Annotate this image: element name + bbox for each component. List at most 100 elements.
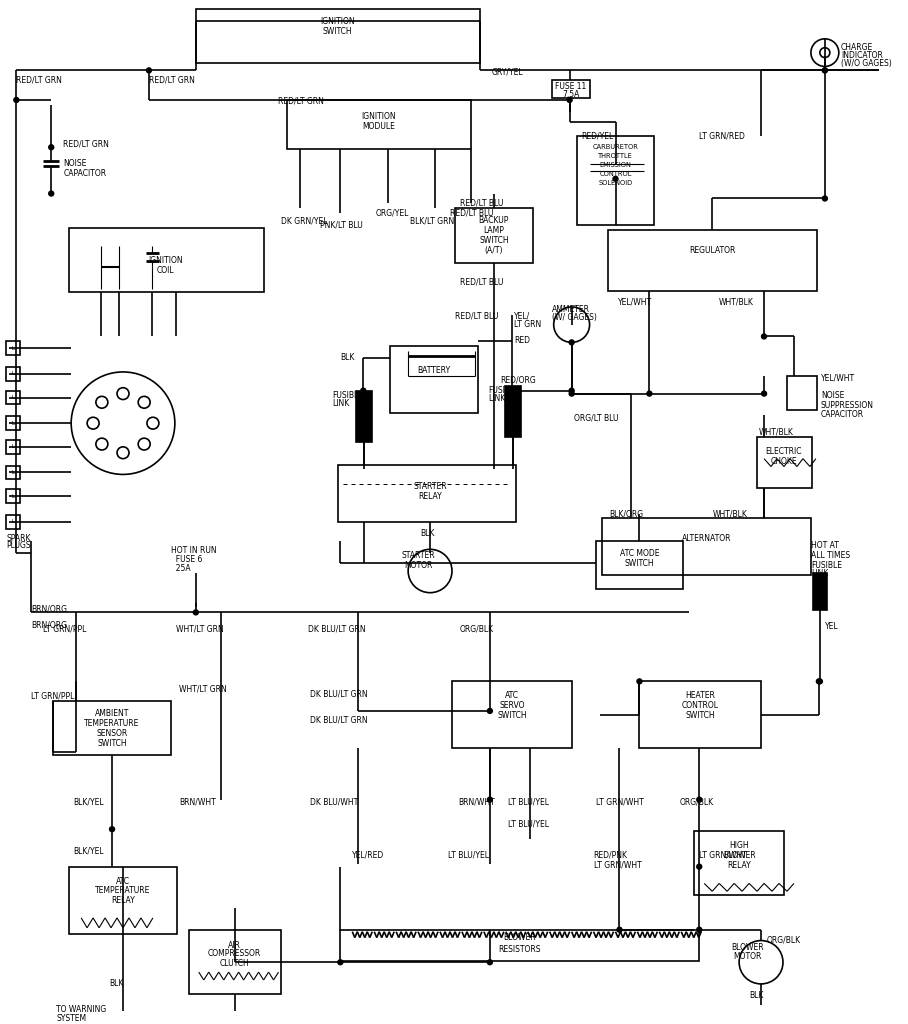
Text: RED/YEL: RED/YEL [582, 131, 614, 140]
Text: IGNITION: IGNITION [149, 256, 183, 264]
Circle shape [646, 391, 652, 396]
Circle shape [338, 959, 343, 965]
Text: IGNITION: IGNITION [320, 17, 355, 27]
Text: IGNITION: IGNITION [360, 112, 396, 121]
Bar [505, 386, 521, 437]
Text: HOT IN RUN: HOT IN RUN [171, 547, 216, 555]
Text: BLK: BLK [749, 991, 764, 999]
Bar [287, 100, 471, 150]
Circle shape [117, 388, 129, 399]
Circle shape [360, 388, 366, 393]
Text: GRY/YEL: GRY/YEL [492, 68, 524, 77]
Text: HIGH: HIGH [729, 841, 749, 850]
Text: SOLENOID: SOLENOID [598, 180, 633, 185]
Text: MODULE: MODULE [361, 122, 395, 131]
Circle shape [568, 97, 572, 102]
Bar [601, 518, 811, 574]
Bar [6, 515, 20, 528]
Text: SERVO: SERVO [499, 701, 525, 710]
Circle shape [696, 797, 702, 802]
Text: L: L [12, 395, 15, 400]
Text: RELAY: RELAY [419, 493, 442, 501]
Bar [196, 9, 480, 63]
Bar [639, 681, 761, 749]
Text: SWITCH: SWITCH [625, 559, 655, 568]
Text: STARTER: STARTER [401, 551, 435, 560]
Circle shape [823, 68, 827, 73]
Bar [6, 440, 20, 454]
Text: RED/LT GRN: RED/LT GRN [149, 76, 195, 84]
Text: BLOWER: BLOWER [723, 851, 755, 860]
Text: TO WARNING: TO WARNING [56, 1005, 106, 1014]
Text: STARTER: STARTER [413, 482, 447, 492]
Text: L: L [12, 372, 15, 377]
Circle shape [569, 391, 574, 396]
Text: L: L [12, 421, 15, 426]
Text: YEL/WHT: YEL/WHT [821, 374, 855, 383]
Text: DK GRN/YEL: DK GRN/YEL [281, 216, 327, 225]
Text: RED/LT GRN: RED/LT GRN [64, 139, 109, 148]
Text: CONTROL: CONTROL [682, 701, 719, 710]
Text: LINK: LINK [811, 569, 828, 578]
Circle shape [617, 928, 622, 932]
Bar [787, 376, 817, 411]
Text: COMPRESSOR: COMPRESSOR [208, 949, 262, 958]
Text: RED/LT BLU: RED/LT BLU [450, 208, 493, 217]
Text: ALL TIMES: ALL TIMES [811, 551, 850, 560]
Bar [6, 341, 20, 355]
Text: RELAY: RELAY [727, 861, 751, 869]
Text: YEL/: YEL/ [514, 312, 530, 321]
Text: FUSIBLE: FUSIBLE [488, 386, 518, 394]
Text: HEATER: HEATER [686, 691, 716, 700]
Text: BLOWER: BLOWER [731, 942, 764, 951]
Text: RELAY: RELAY [111, 896, 135, 905]
Text: WHT/LT GRN: WHT/LT GRN [179, 684, 227, 693]
Text: SYSTEM: SYSTEM [56, 1015, 86, 1023]
Text: ORG/BLK: ORG/BLK [679, 798, 714, 807]
Circle shape [820, 48, 830, 57]
Text: (A/T): (A/T) [485, 246, 503, 255]
Text: BLK: BLK [109, 979, 123, 988]
Bar [189, 930, 281, 993]
Bar [813, 573, 827, 610]
Text: LT GRN/WHT: LT GRN/WHT [699, 851, 747, 860]
Text: FUSIBLE: FUSIBLE [811, 561, 842, 570]
Text: DK BLU/LT GRN: DK BLU/LT GRN [309, 625, 366, 633]
Circle shape [49, 144, 54, 150]
Text: WHT/BLK: WHT/BLK [759, 427, 794, 436]
Text: SENSOR: SENSOR [96, 729, 128, 737]
Circle shape [739, 941, 783, 984]
Text: L: L [12, 494, 15, 499]
Bar [577, 136, 655, 225]
Text: REGULATOR: REGULATOR [689, 246, 735, 255]
Circle shape [817, 679, 823, 684]
Text: WHT/LT GRN: WHT/LT GRN [176, 625, 223, 633]
Bar [390, 346, 478, 414]
Text: YEL/WHT: YEL/WHT [617, 297, 652, 306]
Text: DK BLU/WHT: DK BLU/WHT [311, 798, 359, 807]
Text: THROTTLE: THROTTLE [598, 154, 633, 159]
Text: LT BLU/YEL: LT BLU/YEL [508, 819, 548, 828]
Text: BRN/ORG: BRN/ORG [31, 621, 67, 630]
Text: RED/PNK: RED/PNK [594, 851, 627, 860]
Circle shape [569, 340, 574, 345]
Circle shape [146, 68, 152, 73]
Circle shape [193, 610, 198, 614]
Circle shape [488, 959, 492, 965]
Bar [339, 465, 516, 521]
Text: AMBIENT: AMBIENT [94, 709, 129, 718]
Text: WHT/BLK: WHT/BLK [713, 510, 748, 519]
Circle shape [14, 97, 19, 102]
Bar [69, 228, 263, 292]
Text: FUSIBLE: FUSIBLE [332, 391, 363, 399]
Text: 25A: 25A [171, 564, 191, 573]
Text: YEL: YEL [824, 623, 838, 631]
Circle shape [147, 417, 159, 429]
Text: CARBURETOR: CARBURETOR [593, 144, 638, 151]
Bar [695, 831, 784, 895]
Text: LT GRN/RED: LT GRN/RED [699, 131, 745, 140]
Text: RED/LT GRN: RED/LT GRN [278, 97, 323, 105]
Circle shape [96, 438, 108, 450]
Bar [54, 701, 171, 756]
Text: SWITCH: SWITCH [686, 711, 716, 720]
